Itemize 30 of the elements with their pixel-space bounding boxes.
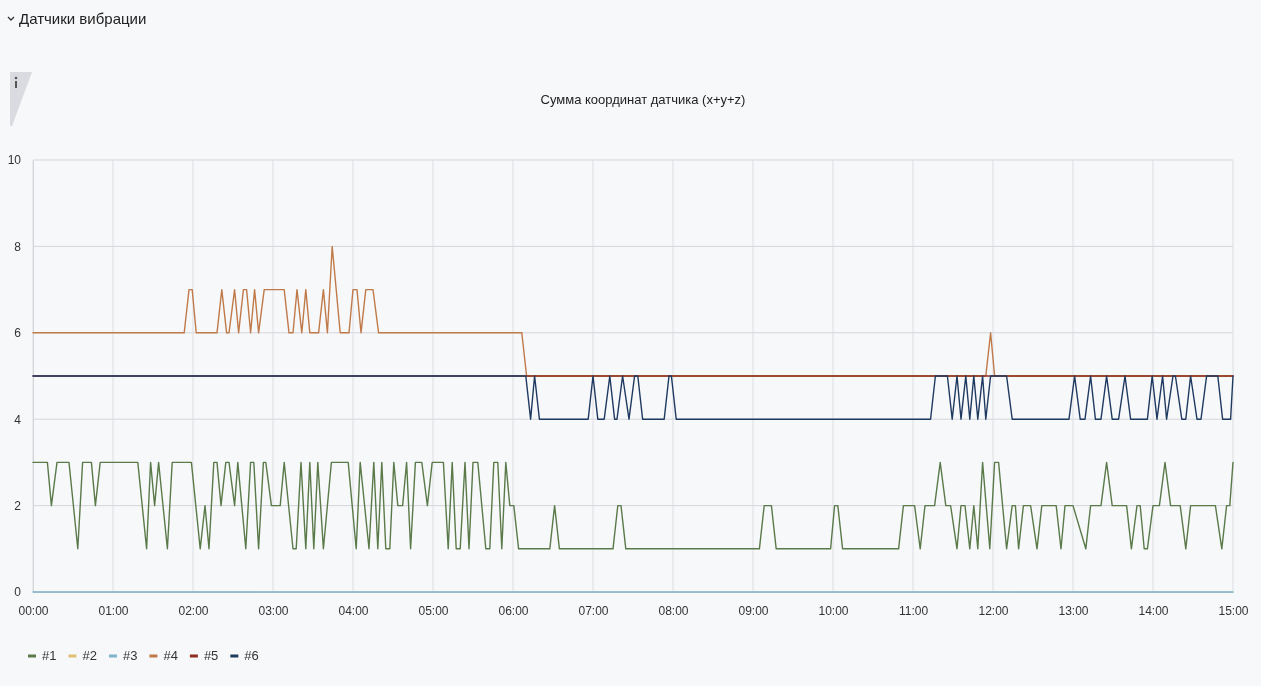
legend-label: #3 (122, 648, 138, 663)
y-tick-label: 8 (14, 239, 22, 254)
x-tick-label: 14:00 (1138, 603, 1169, 618)
y-tick-label: 2 (14, 498, 22, 513)
legend-label: #6 (244, 648, 259, 663)
chart-subtitle: Датчики вибрации (19, 10, 147, 27)
legend-label: #2 (82, 648, 97, 663)
x-tick-label: 15:00 (1218, 603, 1249, 618)
x-tick-label: 01:00 (98, 603, 129, 618)
y-tick-label: 10 (7, 153, 22, 168)
x-tick-label: 10:00 (818, 603, 849, 618)
x-tick-label: 12:00 (978, 603, 1009, 618)
x-tick-label: 06:00 (498, 603, 529, 618)
x-tick-label: 13:00 (1058, 603, 1089, 618)
legend-label: #4 (163, 648, 178, 663)
x-tick-label: 03:00 (258, 603, 289, 618)
y-tick-label: 4 (14, 412, 22, 427)
x-tick-label: 07:00 (578, 603, 609, 618)
x-tick-label: 08:00 (658, 603, 689, 618)
legend-label: #1 (42, 648, 57, 663)
x-tick-label: 11:00 (898, 603, 929, 618)
y-tick-label: 6 (14, 326, 22, 341)
x-tick-label: 05:00 (418, 603, 449, 618)
x-tick-label: 09:00 (738, 603, 769, 618)
chart-title: Сумма координат датчика (x+y+z) (540, 92, 746, 107)
x-tick-label: 02:00 (178, 603, 209, 618)
x-tick-label: 04:00 (338, 603, 369, 618)
x-tick-label: 00:00 (18, 603, 49, 618)
y-tick-label: 0 (14, 585, 22, 600)
legend-label: #5 (203, 648, 219, 663)
